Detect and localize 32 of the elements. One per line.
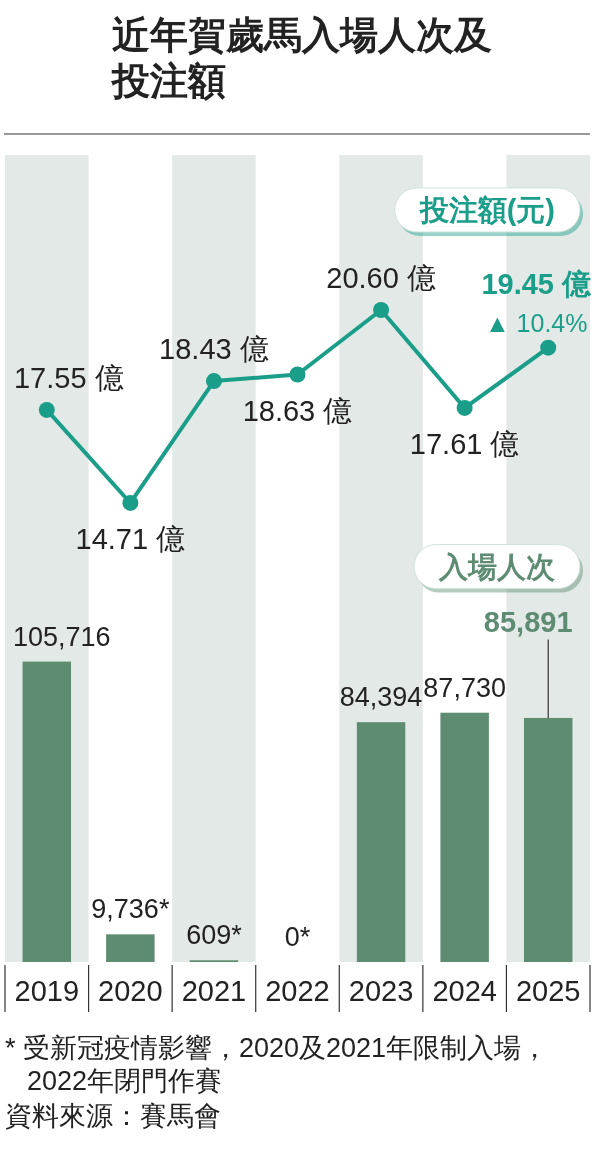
- data-label: 17.61 億: [409, 427, 520, 460]
- data-label: 105,716: [13, 621, 111, 652]
- bar: [106, 934, 155, 962]
- data-label: 84,394: [339, 682, 423, 713]
- data-label: 85,891: [483, 605, 573, 638]
- data-label: 14.71 億: [75, 522, 186, 555]
- x-tick-label: 2023: [348, 975, 414, 1007]
- x-tick-label: 2020: [98, 975, 163, 1007]
- x-tick-label: 2022: [265, 975, 330, 1007]
- data-label: 87,730: [423, 672, 506, 703]
- bar: [356, 722, 406, 962]
- x-tick-label: 2025: [515, 975, 581, 1007]
- bar: [22, 661, 72, 962]
- data-label: 609*: [186, 920, 243, 951]
- bar: [440, 712, 489, 962]
- data-label: 0*: [284, 922, 311, 952]
- data-label: 17.55 億: [13, 361, 124, 394]
- x-tick-label: 2019: [14, 975, 80, 1007]
- x-tick-label: 2021: [181, 975, 247, 1007]
- bar: [523, 717, 573, 962]
- data-label: 20.60 億: [326, 261, 436, 294]
- source-note: 資料來源：賽馬會: [5, 1101, 221, 1131]
- text: * 受新冠疫情影響，2020及2021年限制入場，2022年閉門作賽: [5, 1033, 549, 1096]
- chart-title: 近年賀歲馬入場人次及投注額: [110, 14, 492, 102]
- series-name: 入場人次: [413, 544, 583, 593]
- data-label: 18.43 億: [159, 333, 269, 366]
- series-name: 投注額(元): [394, 187, 583, 236]
- x-tick-label: 2024: [432, 975, 497, 1007]
- annotation: ▲ 10.4%: [484, 308, 588, 337]
- data-label: 9,736*: [91, 894, 170, 925]
- data-label: 19.45 億: [481, 267, 593, 300]
- data-label: 18.63 億: [242, 394, 353, 427]
